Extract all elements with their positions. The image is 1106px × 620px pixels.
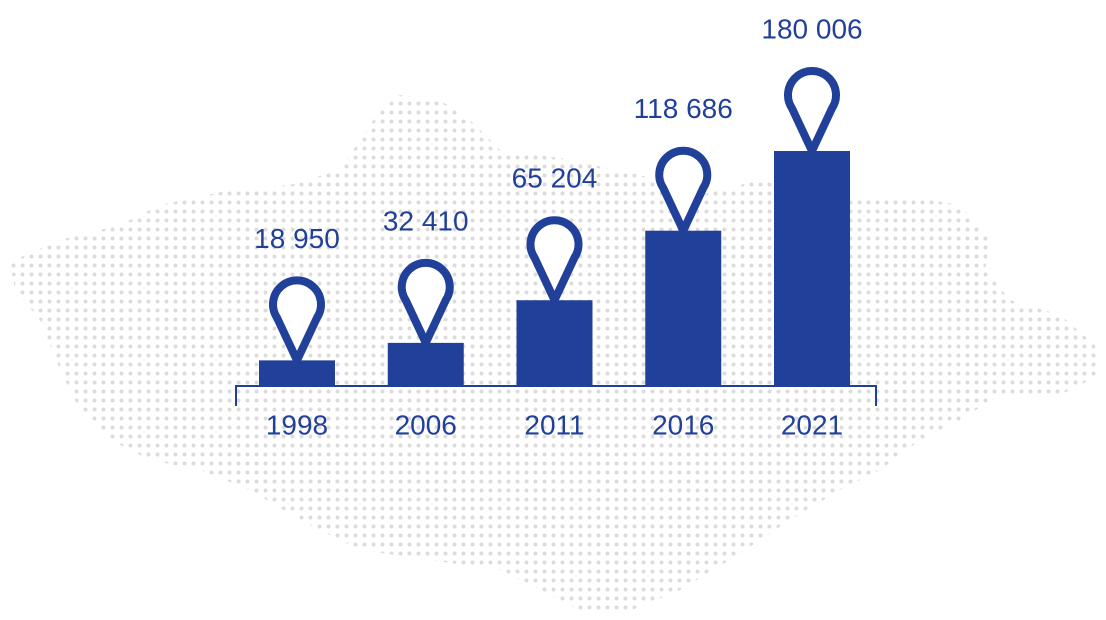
bar	[774, 151, 850, 385]
bar	[645, 230, 722, 385]
bar	[516, 300, 593, 385]
value-label: 180 006	[761, 13, 862, 44]
x-tick-label: 2016	[652, 409, 714, 440]
pin	[269, 276, 325, 370]
pin	[655, 146, 712, 241]
pin	[526, 216, 583, 310]
pin	[397, 258, 454, 353]
value-label: 18 950	[254, 223, 340, 254]
value-label: 65 204	[512, 163, 598, 194]
x-tick-label: 2011	[524, 409, 584, 440]
x-tick-label: 1998	[266, 409, 328, 440]
x-tick-label: 2021	[781, 409, 843, 440]
x-axis	[235, 385, 877, 406]
x-tick-label: 2006	[395, 409, 457, 440]
value-label: 32 410	[383, 205, 469, 236]
value-label: 118 686	[634, 93, 733, 124]
pin	[784, 67, 840, 161]
